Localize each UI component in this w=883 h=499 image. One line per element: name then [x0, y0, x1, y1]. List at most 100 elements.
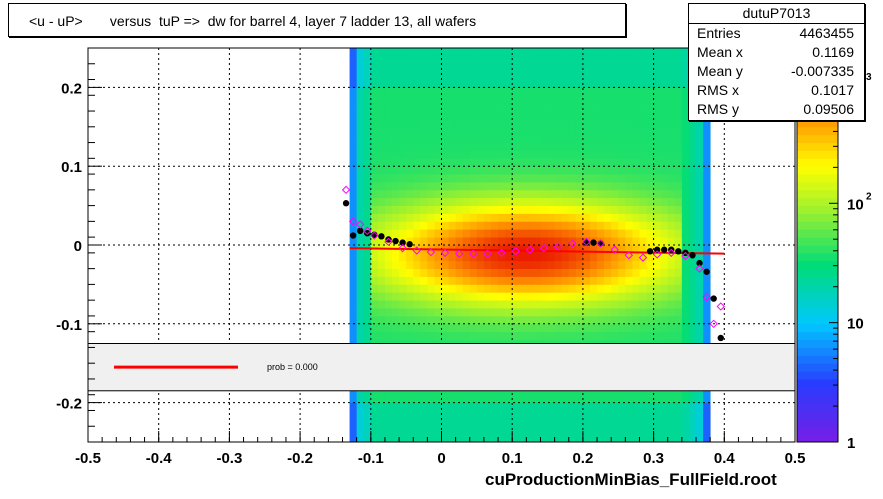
- heatmap-cell: [575, 315, 584, 325]
- heatmap-cell: [455, 48, 464, 57]
- heatmap-cell: [370, 126, 379, 136]
- heatmap-cell: [399, 150, 407, 159]
- profile-point: [717, 334, 724, 342]
- heatmap-cell: [674, 134, 683, 143]
- heatmap-cell: [434, 426, 442, 435]
- profile-point-alt: [652, 250, 662, 259]
- heatmap-cell: [589, 402, 598, 411]
- heatmap-cell: [498, 213, 506, 222]
- profile-point-alt: [709, 319, 718, 329]
- heatmap-cell: [540, 418, 548, 427]
- heatmap-cell: [420, 331, 428, 340]
- heatmap-cell: [589, 111, 598, 120]
- heatmap-cell: [589, 323, 598, 333]
- heatmap-cell: [561, 79, 570, 88]
- heatmap-cell: [646, 158, 654, 167]
- heatmap-cell: [420, 189, 428, 199]
- heatmap-cell: [441, 103, 449, 112]
- heatmap-cell: [540, 197, 548, 206]
- heatmap-cell: [653, 323, 662, 333]
- heatmap-cell: [448, 308, 457, 317]
- heatmap-cell: [639, 213, 647, 222]
- heatmap-cell: [674, 394, 683, 403]
- heatmap-cell: [561, 118, 570, 128]
- heatmap-cell: [519, 126, 527, 136]
- heatmap-cell: [427, 260, 435, 270]
- heatmap-cell: [476, 229, 485, 238]
- heatmap-cell: [448, 63, 457, 73]
- heatmap-cell: [604, 166, 612, 175]
- y-tick-label: 0.2: [61, 80, 82, 97]
- heatmap-cell: [384, 268, 393, 277]
- heatmap-cell: [526, 410, 534, 419]
- heatmap-cell: [575, 181, 584, 191]
- heatmap-cell: [639, 111, 647, 120]
- heatmap-cell: [618, 189, 626, 199]
- heatmap-cell: [568, 268, 577, 277]
- heatmap-cell: [441, 126, 449, 136]
- x-tick-label: 0: [437, 450, 445, 467]
- heatmap-cell: [392, 394, 400, 403]
- heatmap-cell: [625, 260, 633, 270]
- heatmap-cell: [681, 237, 690, 246]
- heatmap-cell: [632, 197, 640, 206]
- heatmap-cell: [505, 197, 513, 206]
- heatmap-cell: [490, 221, 499, 230]
- heatmap-cell: [674, 63, 683, 73]
- heatmap-cell: [653, 410, 662, 419]
- heatmap-cell: [399, 63, 407, 73]
- heatmap-cell: [462, 394, 471, 403]
- heatmap-cell: [512, 166, 520, 175]
- heatmap-cell: [639, 174, 647, 183]
- heatmap-cell: [370, 103, 379, 112]
- heatmap-cell: [476, 55, 485, 65]
- heatmap-cell: [646, 181, 654, 191]
- heatmap-cell: [526, 402, 534, 411]
- heatmap-cell: [519, 48, 527, 57]
- heatmap-cell: [646, 197, 654, 206]
- profile-point: [597, 240, 604, 247]
- heatmap-cell: [356, 221, 365, 230]
- heatmap-cell: [674, 434, 683, 443]
- heatmap-cell: [667, 174, 676, 183]
- heatmap-cell: [639, 434, 647, 443]
- heatmap-cell: [632, 55, 640, 65]
- heatmap-cell: [448, 300, 457, 309]
- heatmap-cell: [589, 315, 598, 325]
- heatmap-cell: [384, 434, 393, 443]
- heatmap-cell: [625, 237, 633, 246]
- heatmap-cell: [582, 134, 591, 143]
- heatmap-cell: [611, 402, 619, 411]
- heatmap-cell: [625, 315, 633, 325]
- heatmap-cell: [540, 111, 548, 120]
- heatmap-cell: [420, 252, 428, 262]
- heatmap-cell: [476, 284, 485, 293]
- heatmap-cell: [632, 87, 640, 96]
- heatmap-cell: [377, 63, 386, 73]
- colorbar-segment: [797, 134, 838, 144]
- heatmap-cell: [413, 260, 421, 270]
- heatmap-cell: [441, 111, 449, 120]
- colorbar-segment: [797, 410, 838, 419]
- heatmap-cell: [554, 276, 563, 285]
- stats-value: -0.007335: [790, 63, 854, 79]
- heatmap-cell: [554, 189, 563, 199]
- heatmap-cell: [427, 268, 435, 277]
- heatmap-cell: [653, 158, 662, 167]
- heatmap-cell: [490, 48, 499, 57]
- colorbar-segment: [797, 315, 838, 325]
- heatmap-cell: [420, 434, 428, 443]
- heatmap-cell: [582, 103, 591, 112]
- heatmap-cell: [483, 276, 492, 285]
- heatmap-cell: [533, 394, 541, 403]
- heatmap-cell: [597, 245, 605, 254]
- heatmap-cell: [512, 284, 520, 293]
- heatmap-cell: [561, 426, 570, 435]
- heatmap-cell: [604, 55, 612, 65]
- heatmap-cell: [526, 63, 534, 73]
- heatmap-cell: [462, 268, 471, 277]
- heatmap-cell: [448, 410, 457, 419]
- heatmap-cell: [646, 87, 654, 96]
- heatmap-cell: [625, 394, 633, 403]
- heatmap-cell: [618, 166, 626, 175]
